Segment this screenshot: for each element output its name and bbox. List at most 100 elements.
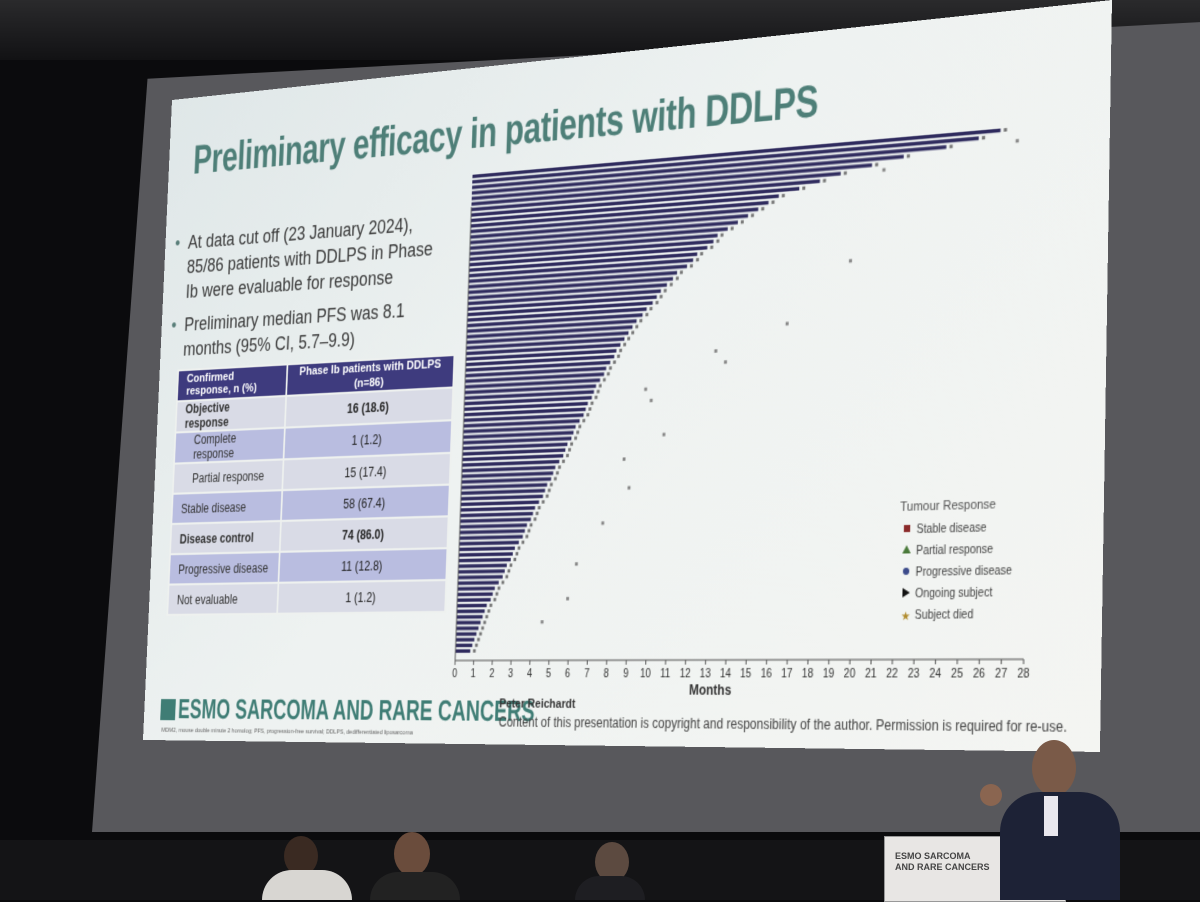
bar-end-marker — [741, 220, 744, 224]
x-axis-label: Months — [689, 683, 732, 699]
abbreviations-note: MDM2, mouse double minute 2 homolog; PFS… — [161, 728, 413, 737]
esmo-logo-text: ESMO SARCOMA AND RARE CANCERS — [177, 693, 535, 728]
swimmer-plot: 0123456789101112131415161718192021222324… — [427, 2, 1090, 702]
bullet-median-pfs: • Preliminary median PFS was 8.1 months … — [183, 295, 440, 362]
response-marker — [601, 521, 604, 524]
x-tick-label: 10 — [640, 667, 651, 680]
patient-bar — [460, 512, 533, 518]
bar-end-marker — [493, 598, 496, 601]
patient-bar — [460, 518, 531, 523]
bar-end-marker — [507, 569, 510, 572]
bar-end-marker — [483, 621, 486, 624]
bar-end-marker — [627, 337, 630, 341]
response-marker — [849, 259, 852, 263]
body — [1000, 792, 1120, 900]
bar-end-marker — [489, 604, 492, 607]
bar-end-marker — [509, 564, 512, 567]
bar-end-marker — [664, 289, 667, 293]
x-tick-label: 4 — [527, 667, 533, 679]
row-value: 58 (67.4) — [281, 485, 450, 521]
bar-end-marker — [660, 295, 663, 299]
row-value: 74 (86.0) — [280, 516, 449, 552]
patient-bar — [459, 546, 515, 551]
x-tick-label: 8 — [603, 667, 609, 680]
bar-end-marker — [473, 649, 476, 652]
bar-end-marker — [477, 638, 480, 641]
legend-label: Stable disease — [916, 521, 986, 536]
bar-end-marker — [525, 535, 528, 538]
bar-end-marker — [982, 136, 985, 140]
table-row: Progressive disease 11 (12.8) — [169, 548, 448, 584]
row-label: Not evaluable — [167, 583, 278, 615]
bar-end-marker — [844, 171, 847, 175]
presentation-slide: Preliminary efficacy in patients with DD… — [143, 0, 1112, 752]
bar-end-marker — [676, 277, 679, 281]
response-marker — [623, 457, 626, 460]
bar-end-marker — [576, 431, 579, 434]
panelist-man — [575, 842, 645, 900]
patient-bar — [459, 535, 522, 540]
patient-bar — [456, 626, 478, 630]
patient-bar — [457, 604, 487, 608]
bar-end-marker — [680, 271, 683, 275]
legend-label: Partial response — [916, 542, 993, 557]
response-marker — [786, 322, 789, 326]
x-axis-line — [455, 659, 1024, 660]
bar-end-marker — [516, 552, 519, 555]
copyright-notice: Content of this presentation is copyrigh… — [498, 714, 1067, 735]
patient-bar — [456, 621, 480, 625]
patient-bar — [455, 649, 470, 653]
row-value: 1 (1.2) — [277, 580, 446, 614]
response-marker — [1016, 139, 1019, 143]
bar-end-marker — [635, 325, 638, 329]
row-label: Objective response — [176, 396, 287, 433]
x-tick-label: 26 — [973, 667, 985, 680]
bar-end-marker — [670, 283, 673, 287]
patient-bar — [457, 615, 483, 619]
panelist-woman — [262, 836, 352, 900]
bar-end-marker — [534, 517, 537, 520]
bar-end-marker — [487, 609, 490, 612]
bar-end-marker — [513, 558, 516, 561]
bar-end-marker — [623, 343, 626, 347]
bar-end-marker — [710, 245, 713, 249]
table-row: Not evaluable 1 (1.2) — [167, 580, 446, 615]
row-label: Complete response — [174, 428, 285, 464]
patient-bar — [461, 483, 547, 489]
bar-end-marker — [501, 581, 504, 584]
bar-end-marker — [720, 233, 723, 237]
x-tick-label: 13 — [700, 667, 711, 680]
bar-end-marker — [497, 586, 500, 589]
x-axis-ticks: 0123456789101112131415161718192021222324… — [452, 659, 1030, 680]
response-marker — [575, 562, 578, 565]
legend-label: Progressive disease — [915, 564, 1012, 579]
patient-bar — [458, 564, 506, 568]
response-marker — [724, 360, 727, 364]
body — [370, 872, 460, 900]
bar-end-marker — [558, 465, 561, 468]
bar-end-marker — [771, 200, 774, 204]
legend-title: Tumour Response — [900, 498, 997, 515]
patient-bar — [458, 587, 495, 591]
x-tick-label: 6 — [565, 667, 571, 680]
patient-bar — [461, 489, 545, 495]
x-tick-label: 1 — [470, 667, 476, 679]
bar-end-marker — [550, 483, 553, 486]
response-marker — [644, 387, 647, 391]
x-tick-label: 20 — [844, 667, 856, 680]
bullet-data-cutoff: • At data cut off (23 January 2024), 85/… — [185, 209, 443, 304]
bar-end-marker — [823, 179, 826, 183]
bar-end-marker — [591, 401, 594, 404]
bar-end-marker — [566, 454, 569, 457]
x-tick-label: 7 — [584, 667, 590, 680]
bar-end-marker — [875, 163, 878, 167]
bar-end-marker — [645, 313, 648, 317]
x-tick-label: 0 — [452, 667, 457, 679]
presenter-name: Peter Reichardt — [499, 697, 575, 711]
bar-end-marker — [538, 506, 541, 509]
x-tick-label: 5 — [546, 667, 552, 679]
bar-end-marker — [570, 442, 573, 445]
bar-end-marker — [578, 425, 581, 428]
row-value: 11 (12.8) — [278, 548, 447, 583]
patient-bar — [457, 592, 492, 596]
